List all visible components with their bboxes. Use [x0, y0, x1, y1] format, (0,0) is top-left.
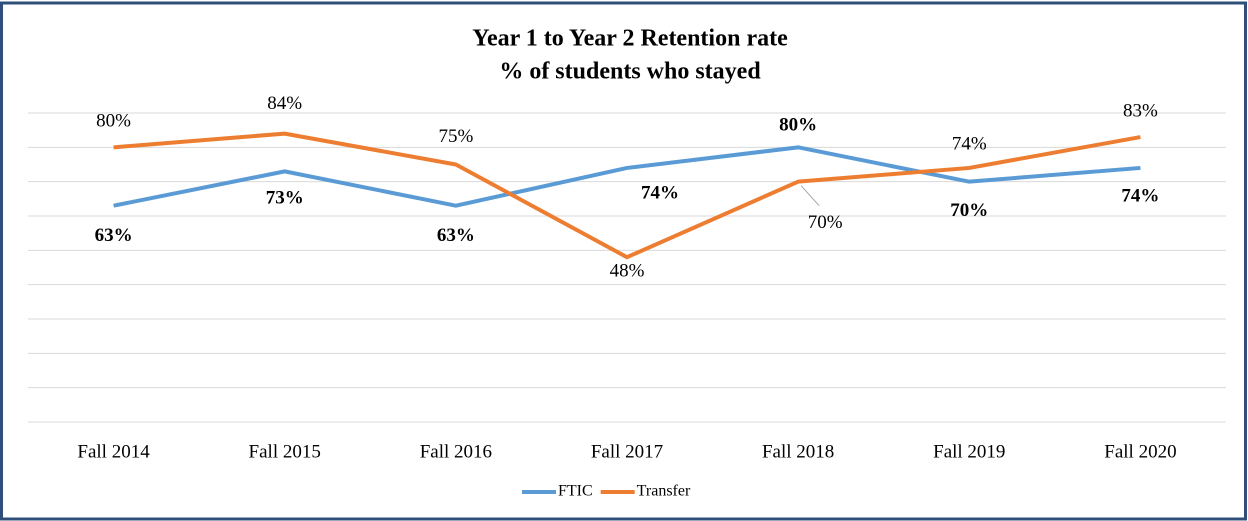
- x-tick-label: Fall 2016: [420, 441, 492, 462]
- data-label: 74%: [952, 133, 987, 154]
- data-label: 74%: [641, 182, 679, 203]
- x-tick-label: Fall 2017: [591, 441, 663, 462]
- x-tick-label: Fall 2015: [249, 441, 321, 462]
- x-tick-label: Fall 2020: [1104, 441, 1176, 462]
- data-label: 63%: [437, 225, 475, 246]
- data-label: 70%: [950, 200, 988, 221]
- data-label: 84%: [267, 93, 302, 114]
- data-label: 48%: [610, 261, 645, 282]
- line-series: [113, 131, 1141, 260]
- data-label: 74%: [1121, 185, 1159, 206]
- data-label: 70%: [808, 212, 843, 233]
- x-tick-label: Fall 2014: [77, 441, 150, 462]
- x-tick-label: Fall 2019: [933, 441, 1005, 462]
- data-label: 73%: [266, 188, 304, 209]
- data-label: 63%: [95, 225, 133, 246]
- chart-title: Year 1 to Year 2 Retention rate: [472, 26, 788, 52]
- legend-label: Transfer: [637, 483, 691, 500]
- x-tick-label: Fall 2018: [762, 441, 834, 462]
- data-label: 75%: [438, 126, 473, 147]
- chart-subtitle: % of students who stayed: [499, 59, 761, 85]
- data-label: 80%: [779, 115, 817, 136]
- leader-line: [800, 185, 820, 207]
- legend-label: FTIC: [558, 483, 593, 500]
- line-series: [113, 145, 1141, 208]
- data-label: 80%: [96, 111, 131, 132]
- data-label: 83%: [1123, 100, 1158, 121]
